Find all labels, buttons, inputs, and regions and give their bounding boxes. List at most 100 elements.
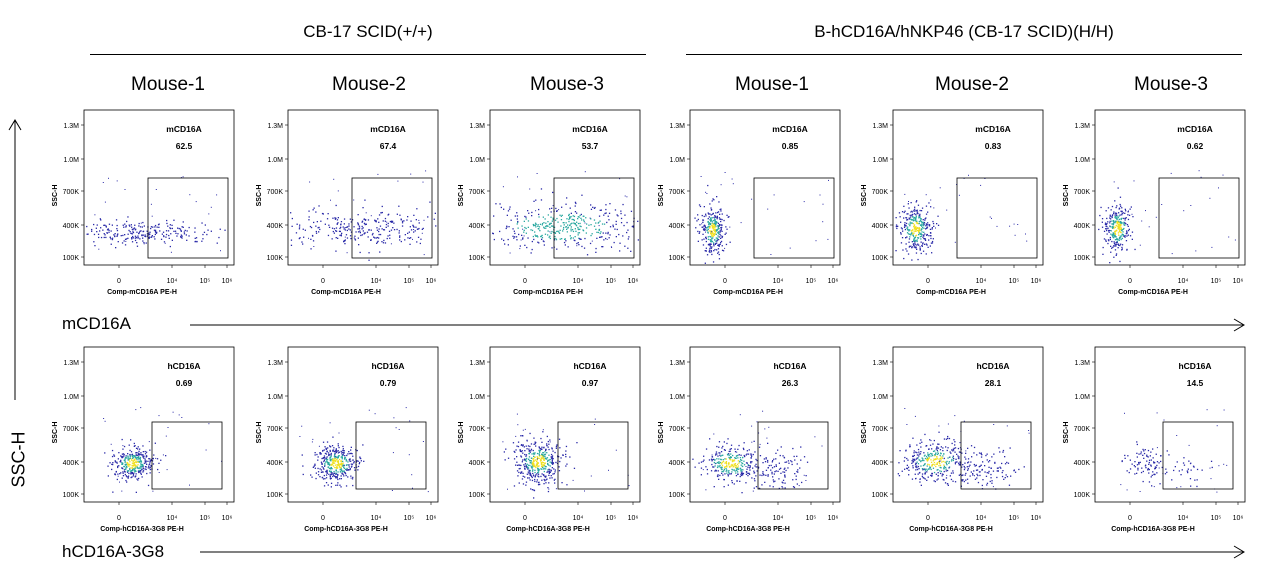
event-dot	[183, 231, 185, 233]
event-dot	[721, 235, 724, 238]
event-dot	[336, 223, 338, 225]
event-dot	[540, 468, 542, 470]
event-dot	[545, 479, 547, 481]
event-dot	[98, 248, 100, 250]
event-dot	[774, 480, 776, 482]
event-dot	[912, 234, 914, 236]
event-dot	[767, 208, 769, 210]
event-dot	[550, 453, 553, 456]
event-dot	[333, 228, 336, 230]
event-dot	[920, 241, 922, 243]
event-dot	[335, 230, 337, 232]
event-dot	[545, 458, 548, 460]
event-dot	[344, 457, 346, 459]
event-dot	[921, 227, 924, 229]
event-dot	[516, 218, 518, 220]
event-dot	[140, 467, 142, 469]
event-dot	[724, 466, 726, 469]
event-dot	[954, 441, 956, 443]
event-dot	[398, 205, 400, 207]
event-dot	[726, 442, 728, 445]
event-dot	[520, 471, 522, 473]
event-dot	[524, 244, 526, 246]
event-dot	[743, 460, 745, 462]
event-dot	[552, 458, 554, 460]
event-dot	[787, 460, 790, 462]
event-dot	[114, 235, 116, 237]
event-dot	[930, 237, 932, 240]
event-dot	[710, 458, 713, 460]
event-dot	[127, 459, 129, 461]
event-dot	[141, 476, 143, 478]
event-dot	[528, 458, 530, 460]
event-dot	[903, 257, 905, 260]
event-dot	[599, 209, 601, 211]
event-dot	[507, 244, 509, 246]
event-dot	[1131, 238, 1133, 240]
event-dot	[551, 247, 553, 249]
event-dot	[535, 474, 537, 476]
event-dot	[1117, 239, 1119, 241]
event-dot	[913, 232, 915, 234]
event-dot	[933, 480, 935, 482]
event-dot	[374, 237, 376, 239]
event-dot	[330, 486, 332, 488]
event-dot	[375, 221, 377, 223]
event-dot	[126, 220, 128, 223]
event-dot	[608, 219, 610, 221]
event-dot	[593, 207, 596, 209]
event-dot	[342, 460, 344, 463]
event-dot	[1139, 491, 1141, 492]
event-dot	[718, 236, 720, 238]
event-dot	[137, 464, 139, 466]
event-dot	[1127, 225, 1129, 227]
event-dot	[720, 241, 722, 244]
y-tick-label: 700K	[1074, 426, 1091, 433]
event-dot	[332, 465, 335, 467]
event-dot	[718, 461, 720, 463]
event-dot	[142, 234, 144, 236]
event-dot	[1155, 466, 1157, 468]
event-dot	[547, 462, 549, 465]
event-dot	[935, 465, 937, 468]
event-dot	[543, 470, 545, 473]
event-dot	[717, 248, 720, 250]
event-dot	[938, 431, 940, 433]
event-dot	[148, 236, 151, 238]
gate-percent: 0.97	[582, 378, 599, 388]
event-dot	[713, 243, 715, 245]
event-dot	[319, 453, 321, 455]
event-dot	[334, 454, 336, 456]
event-dot	[743, 464, 746, 466]
event-dot	[1122, 231, 1124, 233]
event-dot	[982, 479, 984, 481]
event-dot	[714, 232, 716, 234]
event-dot	[1116, 215, 1118, 218]
x-tick-label: 10⁶	[426, 278, 437, 285]
event-dot	[358, 225, 361, 227]
event-dot	[541, 457, 543, 459]
event-dot	[714, 222, 716, 224]
event-dot	[1112, 234, 1114, 236]
gate-percent: 14.5	[1187, 378, 1204, 388]
event-dot	[124, 244, 127, 246]
event-dot	[408, 231, 410, 233]
event-dot	[310, 474, 312, 476]
event-dot	[734, 463, 737, 465]
event-dot	[336, 456, 338, 459]
event-dot	[749, 466, 751, 468]
event-dot	[717, 211, 719, 214]
event-dot	[718, 217, 721, 219]
event-dot	[165, 435, 167, 437]
event-dot	[186, 230, 188, 232]
event-dot	[1195, 250, 1197, 252]
event-dot	[783, 471, 786, 473]
event-dot	[516, 239, 518, 241]
event-dot	[133, 445, 135, 447]
event-dot	[739, 457, 742, 459]
event-dot	[107, 475, 109, 477]
event-dot	[737, 471, 739, 473]
event-dot	[704, 250, 706, 252]
event-dot	[568, 213, 570, 216]
event-dot	[330, 458, 332, 461]
